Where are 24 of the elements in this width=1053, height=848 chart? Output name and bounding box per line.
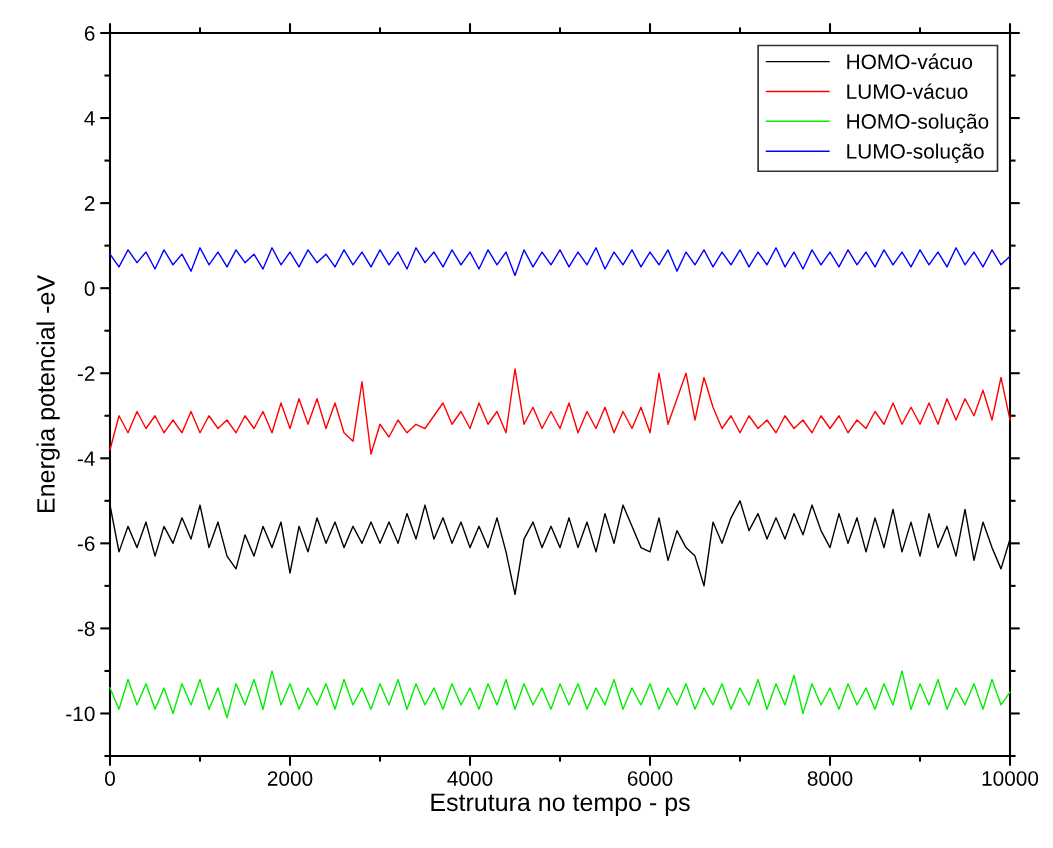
y-tick-label: -2 [77, 366, 95, 381]
y-tick-label: 0 [84, 281, 95, 296]
x-axis-title: Estrutura no tempo - ps [431, 793, 690, 817]
y-tick-label: 4 [84, 111, 95, 126]
y-axis-title: Energia potencial -eV [36, 275, 60, 512]
legend-label: HOMO-vácuo [847, 53, 973, 70]
x-tick-label: 2000 [267, 771, 313, 786]
y-tick-label: -4 [77, 451, 95, 466]
y-tick-label: -8 [77, 621, 95, 637]
x-tick-label: 8000 [807, 771, 853, 786]
y-tick-label: -6 [77, 536, 95, 552]
y-tick-label: -10 [66, 706, 95, 722]
x-tick-label: 0 [105, 771, 115, 786]
x-tick-label: 4000 [447, 771, 493, 786]
line-series [109, 670, 1011, 719]
x-tick-label: 6000 [627, 771, 673, 786]
legend-label: LUMO-solução [847, 143, 984, 163]
line-series [109, 368, 1011, 455]
x-tick-label: 10000 [982, 771, 1039, 786]
y-tick-label: 6 [84, 26, 95, 41]
legend-label: LUMO-vácuo [847, 83, 968, 99]
y-tick-label: 2 [84, 196, 95, 211]
line-series [109, 247, 1011, 277]
legend-label: HOMO-solução [847, 113, 989, 134]
